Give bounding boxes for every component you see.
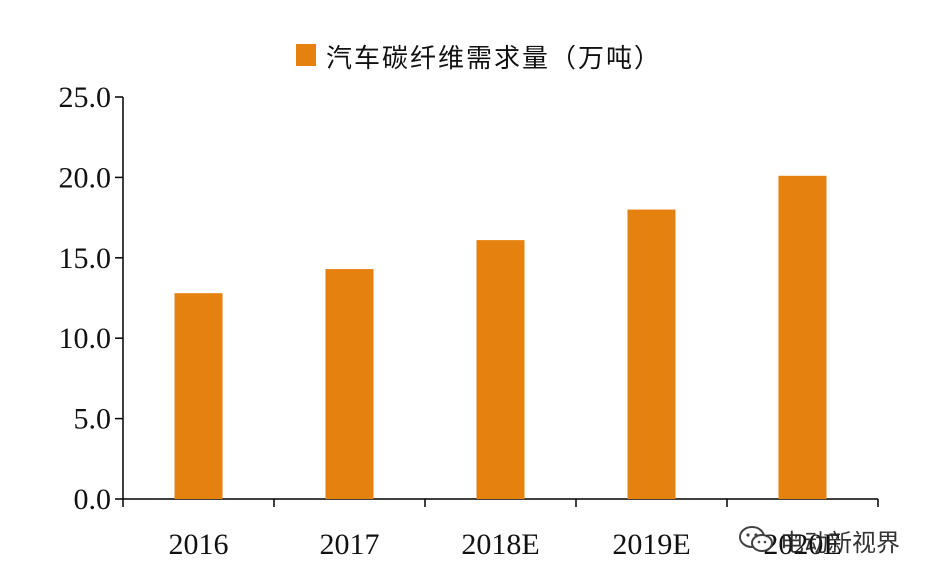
bar-2018E: [476, 240, 525, 499]
y-tick-label: 5.0: [74, 403, 112, 436]
y-tick-label: 10.0: [59, 322, 112, 355]
x-tick-label: 2018E: [461, 528, 539, 561]
y-tick-label: 20.0: [59, 161, 112, 194]
x-tick-label: 2020E: [763, 528, 841, 561]
bar-2017: [325, 269, 374, 499]
y-tick-label: 15.0: [59, 242, 112, 275]
bars: [174, 175, 827, 500]
bar-2020E: [778, 175, 827, 500]
y-axis-ticks: 0.0 5.0 10.0 15.0 20.0 25.0: [59, 81, 123, 516]
watermark: 电动新视界: [738, 520, 900, 560]
wechat-icon: [739, 526, 773, 552]
y-tick-label: 25.0: [59, 81, 112, 114]
bar-2016: [174, 293, 223, 499]
legend-label: 汽车碳纤维需求量（万吨）: [326, 44, 662, 74]
bar-2019E: [627, 209, 676, 499]
watermark-text: 电动新视界: [780, 528, 900, 557]
legend: 汽车碳纤维需求量（万吨）: [296, 44, 662, 74]
legend-swatch: [296, 44, 316, 66]
x-tick-label: 2016: [169, 528, 229, 561]
x-axis-labels: 2016 2017 2018E 2019E 2020E: [169, 528, 842, 561]
x-tick-label: 2019E: [612, 528, 690, 561]
y-tick-label: 0.0: [74, 483, 112, 516]
x-tick-label: 2017: [320, 528, 380, 561]
